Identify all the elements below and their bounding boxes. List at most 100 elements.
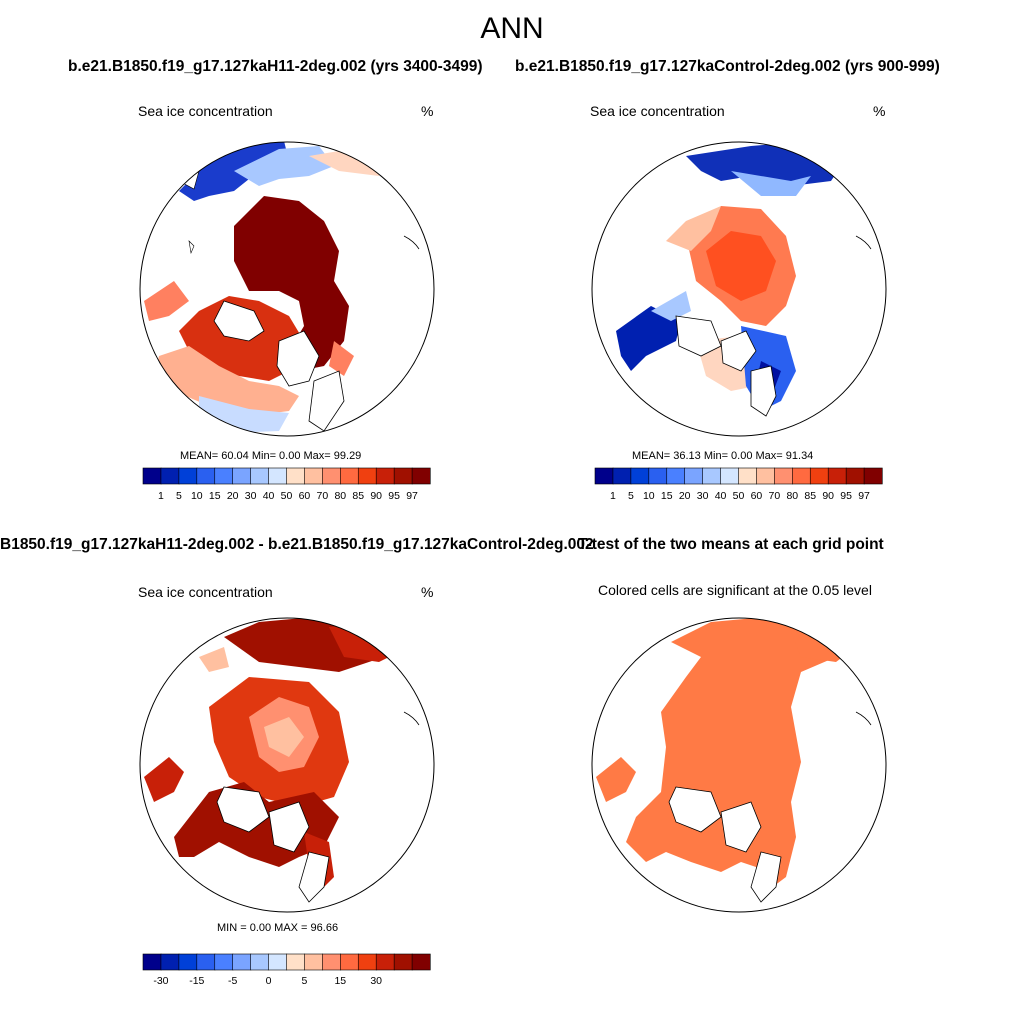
colorbar-swatch (863, 467, 883, 485)
colorbar-swatch (684, 467, 704, 485)
control-land-greenland (675, 315, 722, 357)
diff-units-label: % (421, 584, 434, 600)
colorbar-tick-label: 70 (316, 490, 329, 502)
colorbar-swatch (375, 467, 395, 485)
ttest-subtitle: Colored cells are significant at the 0.0… (598, 582, 872, 598)
colorbar-swatch (196, 953, 216, 971)
colorbar-tick-label: 5 (301, 975, 308, 987)
colorbar-swatch (702, 467, 722, 485)
colorbar-swatch (196, 467, 216, 485)
colorbar-swatch (411, 953, 431, 971)
colorbar-tick-label: 60 (298, 490, 311, 502)
colorbar-swatch (792, 467, 811, 485)
colorbar-tick-label: 10 (190, 490, 203, 502)
colorbar-swatch (178, 953, 198, 971)
colorbar-swatch (827, 467, 847, 485)
colorbar-swatch (845, 467, 865, 485)
colorbar-tick-label: 5 (175, 490, 182, 502)
ttest-land-greenland (668, 786, 722, 833)
colorbar-swatch (322, 953, 341, 971)
colorbar-swatch (357, 953, 377, 971)
diff-land-greenland (216, 786, 270, 833)
colorbar-swatch (322, 467, 341, 485)
test-variable-label: Sea ice concentration (138, 103, 273, 119)
colorbar-swatch (142, 953, 162, 971)
colorbar-swatch (340, 953, 359, 971)
colorbar-tick-label: 15 (334, 975, 347, 987)
colorbar-swatch (393, 953, 413, 971)
colorbar-tick-label: -5 (228, 975, 238, 987)
ttest-map (591, 617, 887, 913)
control-case-title: b.e21.B1850.f19_g17.127kaControl-2deg.00… (515, 58, 940, 75)
colorbar-tick-label: 60 (750, 490, 763, 502)
test-map (139, 141, 435, 437)
control-colorbar (594, 467, 883, 485)
colorbar-swatch (630, 467, 650, 485)
colorbar-tick-label: -15 (189, 975, 205, 987)
colorbar-tick-label: 0 (265, 975, 272, 987)
colorbar-tick-label: 5 (627, 490, 634, 502)
colorbar-tick-label: 50 (732, 490, 745, 502)
colorbar-swatch (142, 467, 162, 485)
test-units-label: % (421, 103, 434, 119)
control-stats: MEAN= 36.13 Min= 0.00 Max= 91.34 (632, 450, 814, 462)
colorbar-tick-label: 95 (840, 490, 852, 502)
colorbar-tick-label: 30 (370, 975, 383, 987)
colorbar-swatch (809, 467, 829, 485)
colorbar-tick-label: 85 (352, 490, 365, 502)
colorbar-swatch (375, 953, 395, 971)
ttest-title: T-test of the two means at each grid poi… (578, 536, 884, 553)
diff-map (139, 617, 435, 913)
diff-stats: MIN = 0.00 MAX = 96.66 (217, 922, 339, 934)
colorbar-tick-label: 10 (642, 490, 655, 502)
colorbar-swatch (160, 953, 180, 971)
colorbar-swatch (666, 467, 686, 485)
colorbar-tick-label: 20 (226, 490, 239, 502)
colorbar-swatch (304, 953, 323, 971)
colorbar-swatch (286, 953, 306, 971)
colorbar-swatch (756, 467, 775, 485)
colorbar-swatch (612, 467, 632, 485)
colorbar-swatch (304, 467, 323, 485)
diff-title: B1850.f19_g17.127kaH11-2deg.002 - b.e21.… (0, 536, 594, 553)
colorbar-tick-label: 20 (678, 490, 691, 502)
colorbar-tick-label: 15 (660, 490, 673, 502)
colorbar-tick-label: 40 (262, 490, 275, 502)
colorbar-tick-label: 97 (406, 490, 418, 502)
colorbar-tick-label: 90 (370, 490, 383, 502)
control-variable-label: Sea ice concentration (590, 103, 725, 119)
control-units-label: % (873, 103, 886, 119)
colorbar-swatch (250, 467, 270, 485)
colorbar-tick-label: 1 (610, 490, 616, 502)
test-stats: MEAN= 60.04 Min= 0.00 Max= 99.29 (180, 450, 362, 462)
colorbar-swatch (720, 467, 740, 485)
test-land-greenland (213, 300, 265, 342)
colorbar-swatch (648, 467, 668, 485)
colorbar-swatch (411, 467, 431, 485)
colorbar-swatch (160, 467, 180, 485)
colorbar-swatch (738, 467, 758, 485)
control-colorbar-labels: 1 5 10 15 20 30 40 50 60 70 80 85 90 95 97 (595, 490, 882, 504)
colorbar-swatch (393, 467, 413, 485)
test-colorbar-labels: 1 5 10 15 20 30 40 50 60 70 80 85 90 95 97 (143, 490, 430, 504)
colorbar-tick-label: 80 (334, 490, 347, 502)
test-ice-core (234, 196, 349, 371)
colorbar-swatch (594, 467, 614, 485)
diff-colorbar (142, 953, 431, 971)
diff-colorbar-labels: -30 -15 -5 0 5 15 30 (143, 975, 430, 989)
colorbar-tick-label: 90 (822, 490, 835, 502)
colorbar-swatch (214, 953, 234, 971)
colorbar-swatch (286, 467, 306, 485)
colorbar-tick-label: 80 (786, 490, 799, 502)
colorbar-swatch (214, 467, 234, 485)
colorbar-tick-label: 70 (768, 490, 781, 502)
control-ice-blue-atlantic (616, 306, 681, 371)
colorbar-tick-label: 30 (696, 490, 709, 502)
colorbar-swatch (774, 467, 793, 485)
colorbar-swatch (232, 467, 252, 485)
colorbar-tick-label: 15 (208, 490, 221, 502)
colorbar-tick-label: 30 (244, 490, 257, 502)
colorbar-tick-label: 97 (858, 490, 870, 502)
colorbar-tick-label: 1 (158, 490, 164, 502)
colorbar-tick-label: -30 (153, 975, 169, 987)
